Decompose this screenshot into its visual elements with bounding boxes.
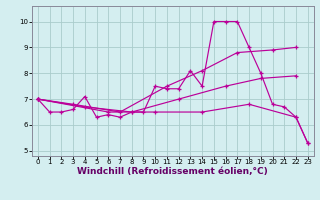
X-axis label: Windchill (Refroidissement éolien,°C): Windchill (Refroidissement éolien,°C) xyxy=(77,167,268,176)
